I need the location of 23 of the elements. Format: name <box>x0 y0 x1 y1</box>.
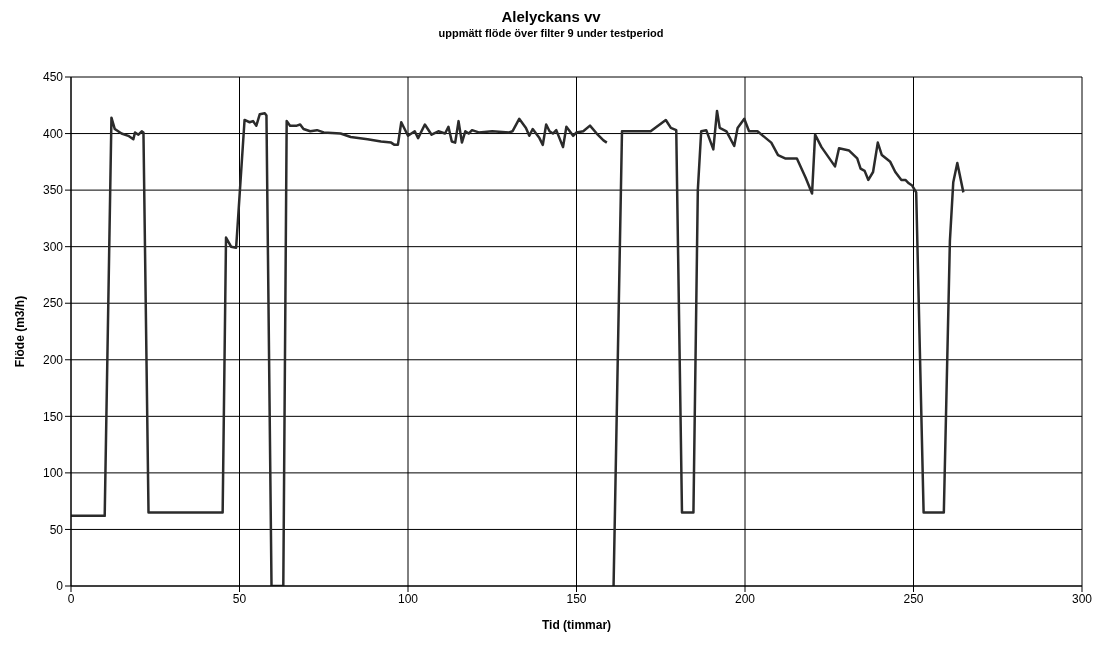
y-tick-label: 150 <box>42 409 64 424</box>
x-tick-label: 150 <box>566 591 587 606</box>
y-tick-label: 450 <box>42 70 64 85</box>
y-tick-label: 400 <box>42 126 64 141</box>
y-tick-label: 250 <box>42 296 64 311</box>
x-tick-label: 50 <box>232 591 247 606</box>
chart-subtitle: uppmätt flöde över filter 9 under testperiod <box>437 27 665 39</box>
x-tick-label: 250 <box>903 591 924 606</box>
y-tick-label: 0 <box>56 579 64 594</box>
x-tick-label: 300 <box>1071 591 1093 606</box>
line-series <box>71 111 609 586</box>
y-tick-label: 200 <box>42 353 64 368</box>
y-tick-label: 300 <box>42 239 64 254</box>
x-tick-label: 0 <box>67 591 75 606</box>
y-tick-label: 50 <box>49 522 64 537</box>
y-axis-title: Flöde (m3/h) <box>13 295 28 368</box>
chart-title: Alelyckans vv <box>500 8 602 25</box>
x-tick-label: 200 <box>734 591 756 606</box>
line-series <box>612 109 965 586</box>
x-tick-label: 100 <box>397 591 419 606</box>
y-tick-label: 350 <box>42 183 64 198</box>
y-tick-label: 100 <box>42 466 64 481</box>
x-axis-title: Tid (timmar) <box>541 618 612 632</box>
